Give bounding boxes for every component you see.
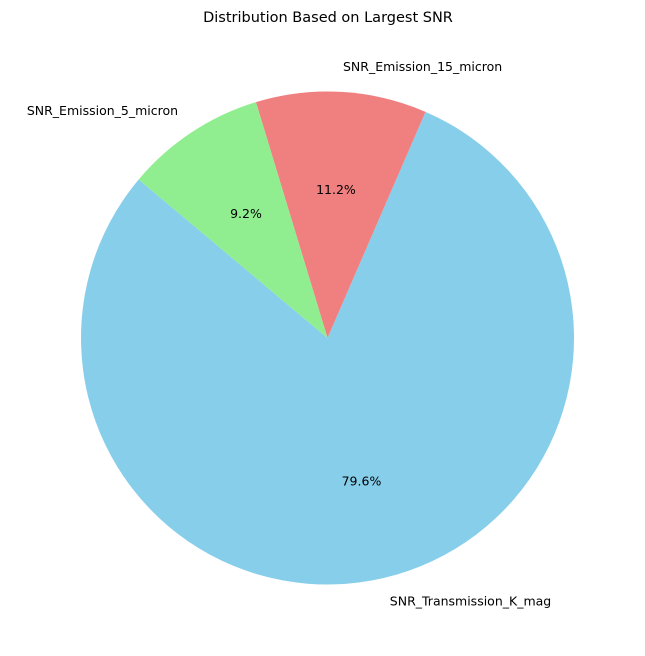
pct-label-snr-transmission-k-mag: 79.6% <box>342 473 382 488</box>
pie-slice-snr-emission-15-micron <box>255 91 426 338</box>
slice-label-snr-emission-15-micron: SNR_Emission_15_micron <box>343 59 502 74</box>
slice-label-snr-emission-5-micron: SNR_Emission_5_micron <box>27 103 178 118</box>
pct-label-snr-emission-15-micron: 11.2% <box>316 182 356 197</box>
pie-slice-snr-emission-5-micron <box>138 102 328 338</box>
pie-labels: SNR_Transmission_K_mag 79.6% SNR_Emission_… <box>27 59 551 609</box>
pie-slices <box>80 91 574 585</box>
slice-label-snr-transmission-k-mag: SNR_Transmission_K_mag <box>390 593 551 608</box>
pct-label-snr-emission-5-micron: 9.2% <box>230 206 262 221</box>
pie-slice-snr-transmission-k-mag <box>80 111 574 585</box>
chart-title: Distribution Based on Largest SNR <box>203 10 453 26</box>
